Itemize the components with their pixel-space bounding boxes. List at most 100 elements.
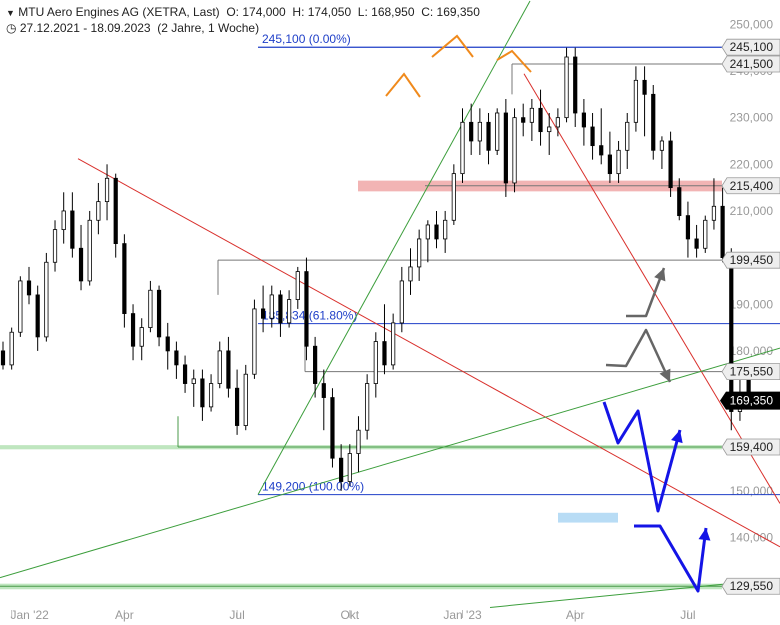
level-badge [721, 177, 780, 195]
x-tick-label: Apr [566, 608, 585, 622]
candle-body [668, 140, 673, 189]
level-badge [721, 438, 780, 456]
fib-label: 149,200 (100.00%) [262, 480, 364, 494]
y-tick-label: 180,000 [730, 344, 774, 358]
level-badge-label: 199,450 [730, 253, 774, 267]
candle-body [373, 341, 378, 384]
candle-body [234, 387, 240, 426]
x-tick-label: Okt [340, 608, 359, 622]
candle-body [503, 112, 508, 184]
candle-body [529, 107, 534, 123]
candle-body [486, 121, 491, 151]
candle-body [417, 238, 422, 268]
candle-body [616, 149, 621, 175]
period-duration: (2 Jahre, 1 Woche) [157, 21, 260, 35]
bullish-scenario-arrow-head [654, 268, 666, 282]
bearish-scenario-arrow-2-head [698, 528, 711, 541]
candle-body [711, 205, 717, 221]
high-value: H: 174,050 [292, 5, 352, 19]
candle-body [18, 280, 23, 333]
candle-body [52, 229, 58, 263]
last-price-badge [720, 391, 780, 410]
candle-body [694, 238, 699, 249]
level-badge-label: 215,400 [730, 179, 774, 193]
candle-body [217, 350, 222, 384]
candle-body [720, 205, 725, 259]
fib-label: 245,100 (0.00%) [262, 32, 351, 46]
candle-body [521, 117, 526, 123]
candle-body [260, 308, 266, 319]
candle-body [165, 336, 170, 352]
candle-body [607, 154, 613, 175]
instrument-title: MTU Aero Engines AG (XETRA, Last) [18, 5, 220, 19]
open-value: O: 174,000 [226, 5, 286, 19]
candle-body [0, 350, 6, 366]
candle-body [512, 117, 517, 184]
candle-body [729, 257, 734, 412]
level-badge [721, 363, 780, 381]
candle-body [182, 364, 188, 384]
candle-body [313, 345, 318, 384]
bearish-scenario-arrow-2 [634, 524, 708, 593]
target-zone [558, 512, 618, 523]
candle-body [685, 215, 691, 240]
support-trendline-steep [257, 0, 531, 495]
low-value: L: 168,950 [357, 5, 415, 19]
candle-body [642, 79, 647, 95]
candle-body [35, 294, 40, 338]
bearish-scenario-arrow-head [671, 430, 683, 444]
candle-body [130, 313, 136, 347]
candle-body [122, 243, 127, 314]
candle-body [651, 93, 656, 151]
candle-body [347, 453, 352, 482]
candle-body [399, 280, 404, 324]
candle-body [590, 126, 595, 147]
candle-body [78, 247, 84, 282]
candle-body [200, 378, 205, 408]
candle-body [252, 308, 257, 375]
support-trendline [0, 347, 780, 579]
y-tick-label: 150,000 [730, 484, 774, 498]
candle-body [44, 261, 49, 338]
scenario-arrow [605, 328, 672, 383]
candle-body [443, 219, 448, 240]
candle-body [573, 56, 578, 114]
candle-body [278, 294, 283, 324]
level-badge [721, 577, 780, 595]
candle-body [547, 126, 552, 133]
candle-body [96, 201, 101, 221]
scenario-arrow-head [659, 368, 671, 382]
pattern-marker [431, 34, 474, 58]
level-badge [721, 251, 780, 269]
candle-body [408, 266, 413, 282]
candle-body [451, 173, 456, 221]
y-tick-label: 140,000 [730, 531, 774, 545]
candle-body [113, 177, 118, 245]
candle-body [26, 280, 32, 296]
candle-body [425, 224, 430, 240]
candle-body [538, 107, 543, 133]
candle-body [625, 121, 630, 151]
level-badge-label: 241,500 [730, 57, 774, 71]
level-badge-label: 175,550 [730, 365, 774, 379]
candle-body [208, 383, 214, 408]
candle-body [365, 383, 370, 431]
level-badge [721, 55, 780, 73]
candle-body [477, 121, 482, 142]
candle-body [339, 457, 344, 482]
candle-body [330, 397, 335, 459]
candle-body [70, 210, 75, 249]
chevron-down-icon[interactable]: ▼ [6, 8, 15, 18]
level-badge-label: 129,550 [730, 579, 774, 593]
candle-body [321, 383, 326, 398]
x-tick-label: Jan '22 [11, 608, 50, 622]
candle-body [703, 219, 708, 249]
bullish-scenario-arrow [626, 267, 666, 318]
candle-body [434, 224, 439, 240]
chart-header: ▼ MTU Aero Engines AG (XETRA, Last) O: 1… [6, 5, 480, 19]
x-tick-label: Apr [115, 608, 134, 622]
candle-body [104, 177, 110, 203]
x-tick-label: Jul [229, 608, 244, 622]
y-tick-label: 210,000 [730, 204, 774, 218]
